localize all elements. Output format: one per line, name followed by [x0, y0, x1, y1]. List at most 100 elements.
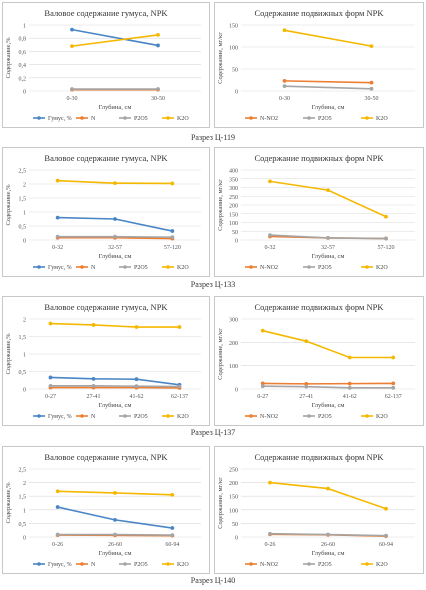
x-axis-label: Глубина, см [98, 550, 131, 557]
y-tick-label: 0,5 [19, 522, 27, 528]
x-tick-label: 27-41 [299, 394, 313, 400]
chart-title: Содержание подвижных форм NPK [255, 153, 385, 163]
legend-marker [365, 414, 369, 418]
legend-label: P2O5 [318, 116, 332, 122]
data-point [268, 531, 272, 536]
y-tick-label: 0 [23, 536, 26, 542]
data-point [55, 532, 60, 537]
data-point [55, 234, 60, 239]
y-tick-label: 100 [229, 364, 238, 370]
x-tick-label: 0-30 [67, 96, 78, 102]
data-point [113, 217, 117, 221]
y-tick-label: 0,5 [19, 225, 27, 231]
y-tick-label: 300 [229, 186, 238, 192]
y-axis-label: Содержание,% [5, 482, 12, 524]
data-point [347, 385, 352, 390]
x-tick-label: 0-27 [257, 394, 268, 400]
data-point [48, 321, 53, 326]
data-point [384, 214, 388, 219]
y-tick-label: 50 [232, 522, 238, 528]
y-tick-label: 350 [229, 177, 238, 183]
chart-panel: Валовое содержание гумуса, NPK 0 0,5 1 1,5 2 С… [2, 296, 210, 426]
legend-label: N-NO2 [260, 562, 278, 568]
legend-marker [123, 116, 127, 120]
y-axis-label: Содержание,% [5, 184, 12, 226]
data-point [177, 325, 182, 329]
data-point [170, 533, 175, 537]
chart-title: Валовое содержание гумуса, NPK [44, 8, 168, 18]
chart-panel: Содержание подвижных форм NPK 0 100 200 300 С… [214, 296, 424, 426]
y-tick-label: 1 [23, 211, 26, 217]
legend-label: N [91, 116, 96, 122]
legend-marker [249, 562, 253, 566]
data-point [156, 43, 160, 48]
chart-panel: Содержание подвижных форм NPK 0 50 100 150 20… [214, 446, 424, 574]
y-tick-label: 400 [229, 169, 238, 175]
data-point [304, 384, 309, 389]
data-point [347, 355, 352, 360]
series-line [284, 80, 372, 84]
y-tick-label: 150 [229, 495, 238, 501]
data-point [134, 325, 139, 329]
chart-svg: Валовое содержание гумуса, NPK 0 0,5 1 1,5 2 С… [5, 302, 201, 420]
y-axis-label: Содержание, мг/кг [217, 32, 224, 84]
series-line [284, 85, 372, 90]
data-point [268, 179, 272, 184]
legend-marker [123, 562, 127, 566]
data-point [70, 44, 74, 49]
series-line [50, 322, 180, 328]
data-point [391, 355, 396, 360]
data-point [268, 233, 272, 237]
data-point [91, 323, 96, 327]
y-tick-label: 200 [229, 481, 238, 487]
y-tick-label: 0 [23, 388, 26, 394]
legend-marker [365, 562, 369, 566]
legend-marker [307, 116, 311, 120]
chart-svg: Валовое содержание гумуса, NPK 0 0,5 1 1,5 2 2… [5, 452, 201, 568]
y-tick-label: 0 [23, 239, 26, 245]
y-tick-label: 1 [23, 24, 26, 30]
chart-panel: Валовое содержание гумуса, NPK 0 0,5 1 1,5 2 2… [2, 147, 210, 277]
y-axis-label: Содержание, мг/кг [217, 477, 224, 529]
x-tick-label: 57-120 [164, 245, 181, 251]
x-tick-label: 0-30 [279, 96, 290, 102]
legend-marker [307, 414, 311, 418]
y-tick-label: 50 [232, 230, 238, 236]
legend-label: N [91, 414, 96, 420]
y-axis-label: Содержание,% [5, 37, 12, 79]
data-point [391, 385, 396, 390]
data-point [91, 383, 96, 388]
legend-marker [249, 414, 253, 418]
data-point [170, 235, 175, 240]
y-tick-label: 0 [23, 90, 26, 96]
data-point [282, 28, 287, 33]
chart-title: Валовое содержание гумуса, NPK [44, 452, 168, 462]
x-tick-label: 0-26 [265, 542, 276, 548]
chart-svg: Содержание подвижных форм NPK 0 50 100 150 20… [217, 153, 415, 271]
x-tick-label: 27-41 [87, 394, 101, 400]
x-tick-label: 62-137 [385, 394, 402, 400]
legend-marker [123, 414, 127, 418]
chart-title: Содержание подвижных форм NPK [255, 302, 385, 312]
series-line [71, 28, 159, 47]
x-tick-label: 26-60 [321, 542, 335, 548]
y-tick-label: 0,4 [19, 63, 27, 69]
data-point [384, 236, 388, 241]
data-point [304, 381, 309, 386]
y-tick-label: 1,5 [19, 197, 27, 203]
data-point [369, 44, 374, 49]
y-tick-label: 2 [23, 318, 26, 324]
series-line [269, 180, 387, 218]
y-tick-label: 1,5 [19, 495, 27, 501]
y-tick-label: 2 [23, 183, 26, 189]
data-point [260, 328, 265, 333]
chart-svg: Содержание подвижных форм NPK 0 100 200 300 С… [217, 302, 415, 420]
legend-marker [307, 265, 311, 269]
legend-label: K2O [376, 414, 388, 420]
chart-panel: Валовое содержание гумуса, NPK 0 0,5 1 1,5 2 2… [2, 446, 210, 574]
legend-label: P2O5 [134, 414, 148, 420]
data-point [156, 33, 160, 37]
x-axis-label: Глубина, см [311, 402, 344, 409]
x-tick-label: 0-32 [265, 245, 276, 251]
legend-label: N [91, 265, 96, 271]
